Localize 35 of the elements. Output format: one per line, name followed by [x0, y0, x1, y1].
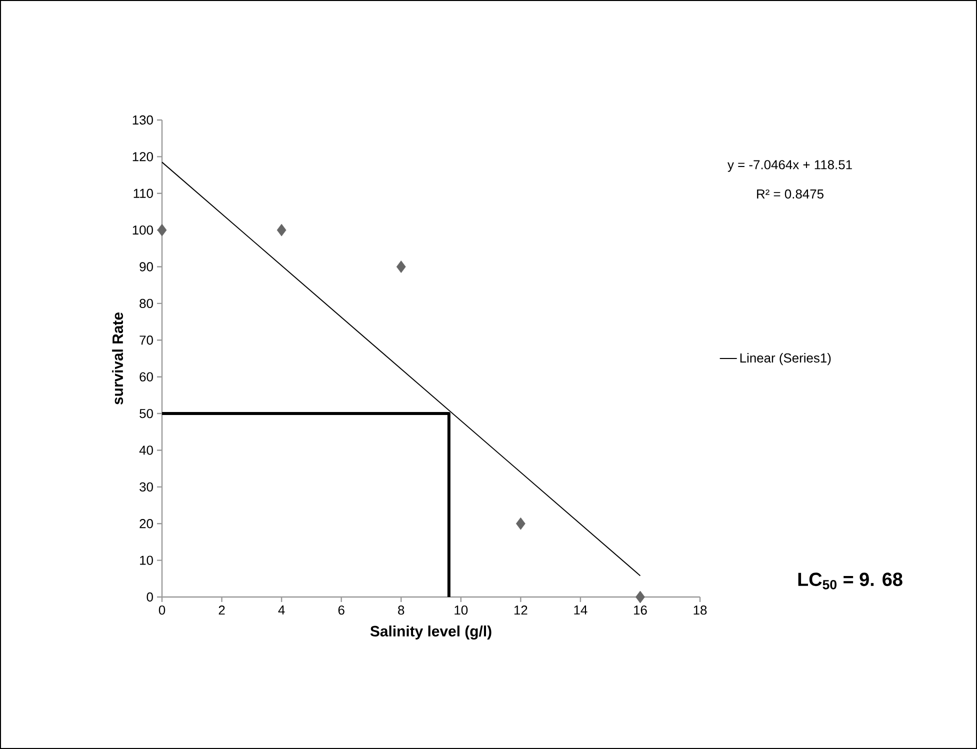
x-tick-label: 16: [634, 606, 647, 615]
y-tick-label: 90: [140, 262, 153, 272]
x-axis-title: Salinity level (g/l): [370, 626, 492, 640]
text: y = -7.0464x + 118.51: [728, 160, 852, 172]
y-axis-title: survival Rate: [112, 312, 124, 404]
y-tick-label: 80: [140, 298, 153, 308]
point: [276, 224, 286, 236]
y-tick-label: 100: [132, 225, 153, 235]
y-tick-label: 70: [140, 336, 153, 345]
y-tick-label: 50: [140, 408, 153, 418]
y-tick-label: 120: [132, 152, 153, 162]
x-tick-label: 12: [514, 606, 528, 615]
x-tick-label: 10: [454, 606, 468, 615]
y-tick-label: 130: [132, 115, 153, 125]
y-tick-label: 110: [134, 188, 153, 198]
y-tick-label: 0: [146, 592, 153, 602]
point: [636, 590, 645, 604]
x-tick-label: 4: [278, 606, 285, 614]
legend-label: Linear (Series1): [740, 353, 831, 366]
x-tick-label: 18: [694, 606, 707, 615]
x-tick-label: 8: [398, 606, 404, 615]
text: LC$_{50}$ = 9. 68: [798, 572, 902, 590]
point: [157, 224, 167, 236]
y-tick-label: 20: [140, 519, 153, 528]
point: [396, 260, 406, 273]
y-tick-label: 40: [139, 446, 153, 455]
y-tick-label: 10: [140, 556, 153, 565]
x-tick-label: 2: [218, 606, 225, 615]
y-tick-label: 60: [140, 372, 153, 382]
text: R² = 0.8475: [757, 189, 824, 199]
x-tick-label: 6: [338, 606, 344, 615]
point: [516, 517, 526, 530]
x-tick-label: 14: [574, 606, 588, 614]
x-tick-label: 0: [158, 606, 166, 615]
y-tick-label: 30: [140, 482, 153, 492]
